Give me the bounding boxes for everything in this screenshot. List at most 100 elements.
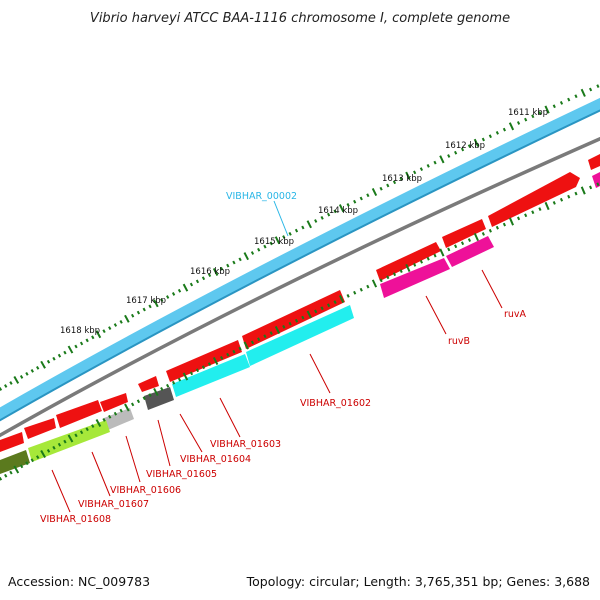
minor-tick <box>0 387 3 391</box>
minor-tick <box>166 295 170 299</box>
minor-tick <box>136 399 141 404</box>
minor-tick <box>294 228 299 233</box>
gene-arrow[interactable] <box>166 340 242 382</box>
ticks-outer <box>0 84 600 391</box>
gene-label-ruvA[interactable]: ruvA <box>504 309 527 320</box>
minor-tick <box>516 121 521 125</box>
major-tick <box>338 294 345 304</box>
map-title: Vibrio harveyi ATCC BAA-1116 chromosome … <box>90 11 510 26</box>
major-tick <box>371 187 378 197</box>
gene-arrow[interactable] <box>376 242 441 281</box>
gene-dark-gray[interactable] <box>144 387 174 410</box>
gene-arrow[interactable] <box>242 290 345 349</box>
minor-tick <box>57 353 62 358</box>
gene-ruvB[interactable] <box>380 258 450 298</box>
major-tick <box>508 122 515 131</box>
gene-label-VIBHAR_01606[interactable]: VIBHAR_01606 <box>110 485 181 496</box>
gene-label-VIBHAR_01605[interactable]: VIBHAR_01605 <box>146 469 217 480</box>
minor-tick <box>282 325 286 329</box>
minor-tick <box>171 292 176 296</box>
major-tick <box>13 375 20 384</box>
gene-VIBHAR_01602[interactable] <box>246 305 354 366</box>
major-tick <box>40 360 46 369</box>
minor-tick <box>481 232 485 236</box>
minor-tick <box>399 177 403 181</box>
minor-tick <box>257 247 261 252</box>
minor-tick <box>160 298 164 303</box>
minor-tick <box>574 191 578 196</box>
gene-gray[interactable] <box>104 408 134 430</box>
minor-tick <box>201 276 206 281</box>
gene-arrow[interactable] <box>488 172 580 227</box>
gene-arrow[interactable] <box>100 393 128 412</box>
major-tick <box>306 310 312 319</box>
minor-tick <box>502 222 506 227</box>
minor-tick <box>413 263 417 267</box>
minor-tick <box>52 356 56 361</box>
minor-tick <box>426 163 430 168</box>
leader-line <box>179 413 203 453</box>
gene-label-VIBHAR_01604[interactable]: VIBHAR_01604 <box>180 454 251 465</box>
kbp-label: 1618 kbp <box>60 326 100 336</box>
minor-tick <box>447 154 451 158</box>
major-tick <box>274 236 281 245</box>
gene-label-VIBHAR_01608[interactable]: VIBHAR_01608 <box>40 514 111 525</box>
gene-label-ruvB[interactable]: ruvB <box>448 336 470 347</box>
major-tick <box>544 201 550 211</box>
major-tick <box>243 252 249 261</box>
major-tick <box>580 186 586 195</box>
gene-arrow[interactable] <box>138 376 159 392</box>
minor-tick <box>108 414 112 419</box>
minor-tick <box>79 341 84 346</box>
minor-tick <box>25 461 29 466</box>
gene-labels: VIBHAR_00002 ruvA ruvB VIBHAR_01602 VIBH… <box>40 191 527 525</box>
minor-tick <box>333 209 337 214</box>
minor-tick <box>166 383 170 388</box>
gene-label-VIBHAR_01607[interactable]: VIBHAR_01607 <box>78 499 149 510</box>
gene-label-VIBHAR_00002[interactable]: VIBHAR_00002 <box>226 191 297 202</box>
gene-ruvA[interactable] <box>446 236 494 267</box>
gene-label-VIBHAR_01602[interactable]: VIBHAR_01602 <box>300 398 371 409</box>
kbp-label: 1612 kbp <box>445 141 485 151</box>
minor-tick <box>314 309 318 314</box>
minor-tick <box>57 442 62 447</box>
gene-arrow[interactable] <box>24 418 56 439</box>
major-tick <box>544 105 550 114</box>
kbp-label: 1617 kbp <box>126 296 166 306</box>
minor-tick <box>25 372 29 376</box>
minor-tick <box>488 134 492 139</box>
minor-tick <box>596 182 600 187</box>
kbp-label: 1614 kbp <box>318 206 358 216</box>
minor-tick <box>467 238 472 242</box>
minor-tick <box>177 288 182 293</box>
leader-line <box>91 451 111 497</box>
minor-tick <box>189 282 194 287</box>
gene-cyan[interactable] <box>172 354 250 397</box>
minor-tick <box>574 94 578 99</box>
minor-tick <box>524 117 528 122</box>
major-tick <box>338 204 345 213</box>
major-tick <box>212 267 219 276</box>
gene-label-VIBHAR_01603[interactable]: VIBHAR_01603 <box>210 439 281 450</box>
gene-dark-green[interactable] <box>0 450 30 474</box>
minor-tick <box>207 362 212 366</box>
minor-tick <box>567 194 571 199</box>
minor-tick <box>226 352 230 357</box>
minor-tick <box>177 377 182 382</box>
minor-tick <box>433 253 437 258</box>
minor-tick <box>327 303 331 308</box>
gene-arrow[interactable] <box>56 400 102 428</box>
gene-arrow[interactable] <box>588 154 600 170</box>
minor-tick <box>220 266 224 271</box>
minor-tick <box>288 231 292 236</box>
major-tick <box>153 387 159 397</box>
minor-tick <box>238 346 242 351</box>
gene-arrow[interactable] <box>442 219 486 248</box>
minor-tick <box>0 476 3 481</box>
minor-tick <box>467 144 472 149</box>
gene-arrow[interactable] <box>0 432 24 452</box>
minor-tick <box>102 329 106 334</box>
minor-tick <box>19 375 24 379</box>
minor-tick <box>447 247 451 252</box>
